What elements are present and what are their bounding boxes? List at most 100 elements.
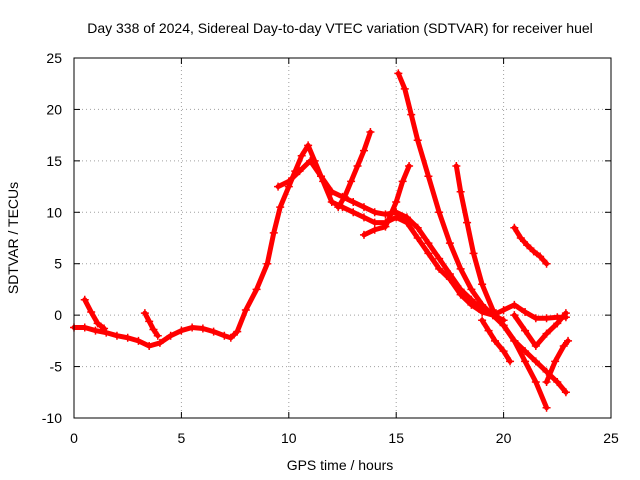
data-point — [542, 403, 551, 412]
x-tick-label: 10 — [281, 430, 297, 446]
data-point — [435, 264, 444, 273]
data-point — [91, 326, 100, 335]
data-point — [484, 326, 493, 335]
data-point — [370, 225, 379, 234]
data-point — [510, 223, 519, 232]
axis-ticks: 0 5 10 15 20 25 -10 -5 0 5 10 15 20 25 — [42, 50, 619, 446]
data-point — [469, 249, 478, 258]
data-point — [284, 177, 293, 186]
series-track-i — [510, 309, 570, 350]
data-point — [413, 234, 422, 242]
data-point — [370, 208, 379, 217]
data-point — [359, 213, 368, 222]
series-track-f — [452, 162, 570, 397]
series-band — [361, 163, 412, 238]
data-point — [381, 222, 390, 231]
data-point — [531, 314, 540, 323]
data-point — [521, 326, 530, 335]
data-point — [564, 336, 573, 345]
data-point — [510, 336, 519, 345]
data-point — [349, 208, 358, 217]
data-point — [80, 295, 89, 304]
data-point — [424, 239, 433, 248]
data-point — [347, 177, 356, 186]
data-point — [370, 218, 379, 227]
series-track-g — [510, 223, 551, 268]
data-point — [559, 342, 568, 350]
data-point — [349, 198, 358, 206]
series-track-c — [334, 128, 375, 212]
data-point — [102, 328, 111, 337]
data-point — [506, 357, 515, 366]
data-point — [499, 306, 508, 314]
data-point — [521, 347, 530, 356]
data-point — [392, 198, 401, 206]
series-band — [511, 310, 569, 349]
series-band — [453, 163, 569, 395]
data-point — [123, 333, 132, 342]
data-point — [536, 252, 545, 261]
y-tick-label: -10 — [42, 410, 62, 426]
data-point — [542, 329, 551, 338]
data-point — [413, 223, 422, 232]
data-point — [478, 316, 487, 325]
data-point — [407, 110, 416, 119]
data-point — [529, 247, 538, 256]
data-point — [100, 324, 109, 333]
data-point — [304, 141, 313, 150]
data-point — [488, 306, 497, 314]
data-points — [70, 69, 573, 412]
series-track-h — [542, 336, 573, 386]
data-point — [445, 239, 454, 248]
data-point — [220, 331, 229, 340]
x-axis-label: GPS time / hours — [287, 457, 394, 473]
data-point — [87, 308, 96, 317]
series-band — [511, 225, 550, 267]
data-point — [340, 192, 349, 201]
data-point — [521, 308, 530, 317]
data-point — [297, 151, 306, 160]
data-point — [269, 228, 278, 237]
grid — [74, 58, 611, 418]
data-point — [402, 213, 411, 222]
x-tick-label: 0 — [70, 430, 78, 446]
data-point — [445, 270, 454, 278]
data-point — [226, 333, 235, 342]
plot-frame — [73, 57, 612, 419]
data-point — [295, 167, 304, 176]
data-point — [499, 321, 508, 330]
data-point — [274, 182, 283, 191]
data-point — [155, 338, 164, 347]
data-point — [467, 285, 476, 294]
data-point — [405, 162, 414, 170]
y-tick-label: 5 — [54, 256, 62, 272]
data-point — [366, 128, 375, 137]
data-point — [456, 187, 465, 196]
data-point — [145, 317, 154, 326]
series-band — [142, 310, 161, 339]
data-point — [435, 254, 444, 263]
data-point — [516, 234, 525, 242]
data-point — [334, 203, 343, 212]
y-tick-label: 0 — [54, 307, 62, 323]
data-point — [551, 357, 560, 366]
data-point — [394, 69, 403, 78]
data-point — [424, 172, 433, 181]
data-point — [542, 314, 551, 323]
data-point — [435, 208, 444, 217]
data-point — [327, 187, 336, 196]
data-point — [561, 309, 570, 318]
data-point — [478, 280, 487, 289]
series-band — [395, 70, 550, 411]
x-tick-label: 20 — [496, 430, 512, 446]
x-tick-label: 15 — [388, 430, 404, 446]
data-point — [400, 84, 409, 93]
series-track-k — [80, 295, 109, 333]
data-point — [153, 331, 162, 340]
data-point — [398, 177, 407, 186]
data-point — [252, 285, 261, 294]
data-point — [491, 336, 500, 345]
data-point — [467, 295, 476, 304]
data-point — [353, 162, 362, 170]
